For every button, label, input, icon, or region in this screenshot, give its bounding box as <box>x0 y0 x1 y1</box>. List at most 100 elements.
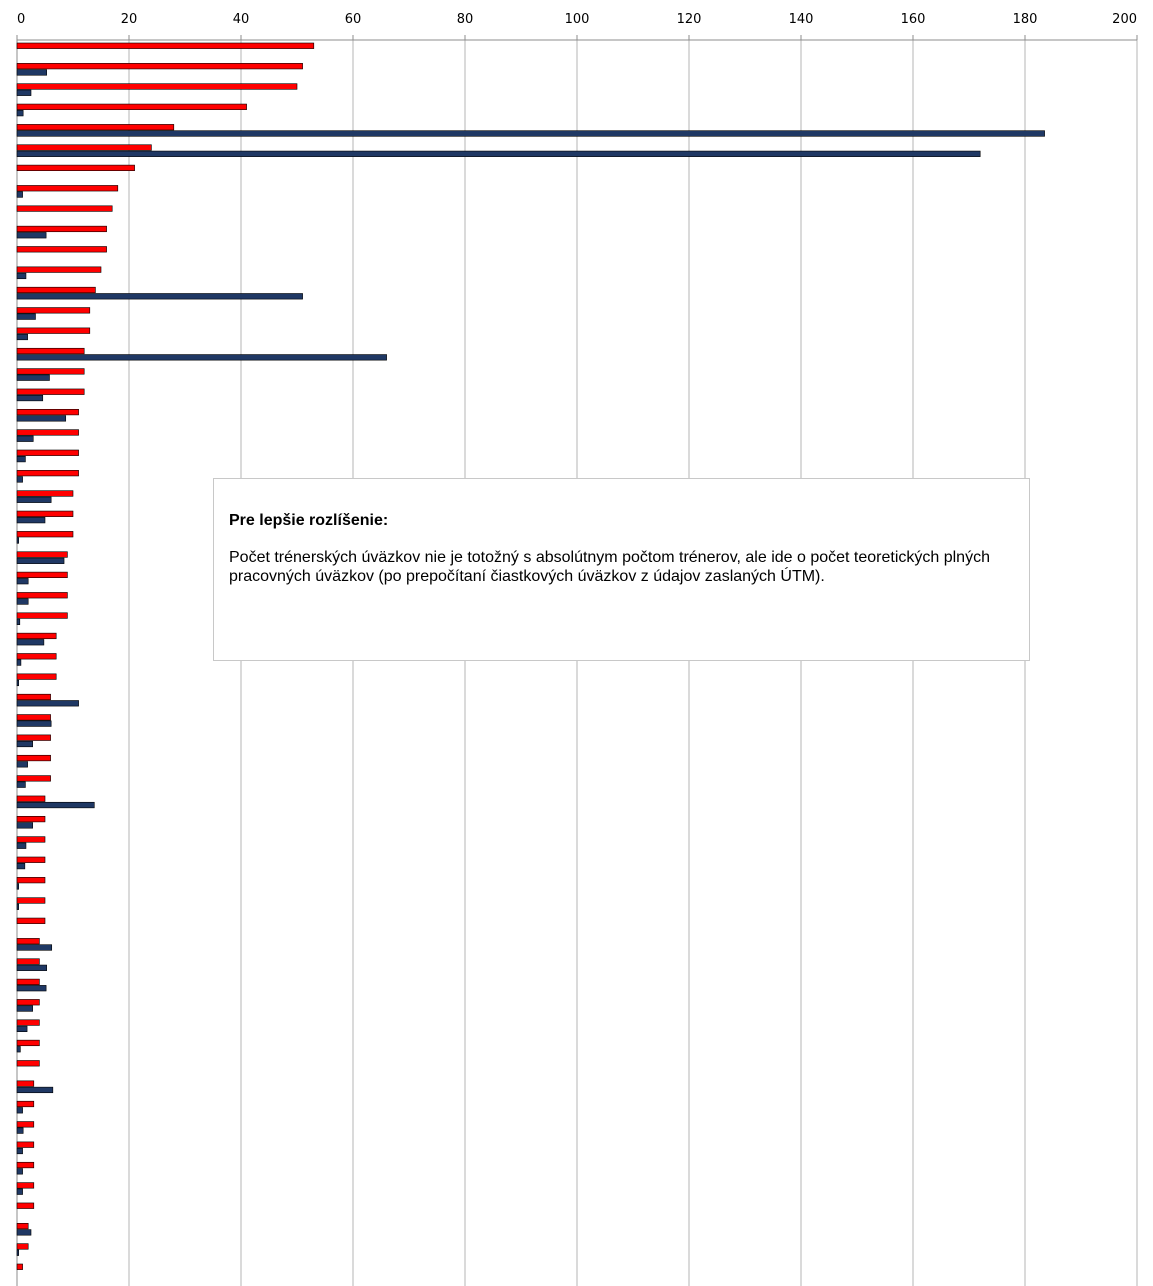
bar-blue <box>16 1086 54 1094</box>
bar-blue <box>16 313 36 320</box>
bar-blue <box>16 394 44 402</box>
bar-red <box>16 815 46 823</box>
bar-blue <box>16 578 29 585</box>
bar-red <box>16 42 315 49</box>
bar-blue <box>16 557 65 564</box>
bar-blue <box>16 1025 28 1032</box>
bar-blue <box>16 679 19 687</box>
bar-blue <box>16 700 79 707</box>
bars <box>16 42 1045 1270</box>
bar-red <box>16 693 51 701</box>
bar-red <box>16 1263 23 1270</box>
bar-red <box>16 1100 35 1108</box>
bar-blue <box>16 374 50 381</box>
bar-red <box>16 103 247 110</box>
bar-red <box>16 1121 35 1128</box>
bar-red <box>16 877 46 884</box>
bar-red <box>16 510 74 517</box>
bar-red <box>16 1161 35 1169</box>
annotation-box: Pre lepšie rozlíšenie: Počet trénerských… <box>213 478 1030 661</box>
bar-blue <box>16 598 29 605</box>
bar-blue <box>16 1107 23 1114</box>
bar-blue <box>16 69 47 76</box>
bar-red <box>16 246 107 253</box>
bar-blue <box>16 150 981 157</box>
annotation-text: Počet trénerských úväzkov nie je totožný… <box>229 549 990 585</box>
bar-red <box>16 347 85 355</box>
bar-blue <box>16 883 19 890</box>
bar-red <box>16 1223 29 1230</box>
bar-blue <box>16 272 27 280</box>
bar-red <box>16 388 85 395</box>
bar-red <box>16 795 46 802</box>
bar-red <box>16 266 102 273</box>
bar-blue <box>16 985 47 992</box>
bar-red <box>16 63 303 70</box>
bar-red <box>16 897 46 904</box>
bar-blue <box>16 130 1045 137</box>
gridlines <box>16 35 1138 1286</box>
bar-blue <box>16 476 23 483</box>
bar-blue <box>16 639 45 646</box>
bar-blue <box>16 293 303 300</box>
bar-red <box>16 714 51 721</box>
bar-blue <box>16 435 34 442</box>
bar-red <box>16 408 79 416</box>
tick-label: 140 <box>789 12 814 27</box>
bar-blue <box>16 333 28 341</box>
bar-red <box>16 164 135 172</box>
bar-blue <box>16 822 33 829</box>
bar-red <box>16 144 152 151</box>
bar-red <box>16 1202 35 1209</box>
bar-blue <box>16 801 95 809</box>
bar-red <box>16 429 79 436</box>
bar-red <box>16 1080 35 1087</box>
bar-blue <box>16 842 27 849</box>
bar-red <box>16 592 68 599</box>
bar-blue <box>16 354 387 361</box>
bar-blue <box>16 1127 24 1134</box>
bar-red <box>16 205 113 212</box>
bar-red <box>16 917 46 924</box>
tick-label: 0 <box>17 12 25 27</box>
annotation-title: Pre lepšie rozlíšenie: <box>229 512 389 529</box>
bar-red <box>16 856 46 863</box>
bar-blue <box>16 232 47 239</box>
bar-red <box>16 307 91 314</box>
bar-red <box>16 999 40 1006</box>
bar-blue <box>16 1046 21 1053</box>
bar-blue <box>16 862 26 870</box>
bar-red <box>16 938 40 945</box>
bar-red <box>16 673 57 680</box>
bar-red <box>16 612 68 619</box>
tick-label: 200 <box>1112 12 1137 27</box>
bar-red <box>16 958 40 965</box>
x-axis-tick-labels: 0 20 40 60 80 100 120 140 160 180 200 <box>17 12 1137 27</box>
bar-red <box>16 1039 40 1047</box>
bar-red <box>16 1060 40 1067</box>
bar-red <box>16 1243 29 1250</box>
bar-red <box>16 286 96 294</box>
bar-red <box>16 836 46 843</box>
bar-blue <box>16 1147 23 1155</box>
bar-blue <box>16 720 52 727</box>
bar-red <box>16 531 74 538</box>
bar-blue <box>16 618 21 625</box>
bar-blue <box>16 415 67 422</box>
bar-blue <box>16 740 33 748</box>
bar-red <box>16 368 85 375</box>
tick-label: 100 <box>565 12 590 27</box>
bar-blue <box>16 537 19 544</box>
tick-label: 80 <box>457 12 474 27</box>
bar-blue <box>16 89 32 96</box>
bar-blue <box>16 1229 32 1236</box>
bar-red <box>16 978 40 985</box>
bar-red <box>16 551 68 558</box>
bar-red <box>16 632 57 640</box>
bar-blue <box>16 659 22 666</box>
bar-blue <box>16 110 24 117</box>
bar-blue <box>16 455 26 463</box>
bar-blue <box>16 964 47 971</box>
tick-label: 120 <box>677 12 702 27</box>
bar-blue <box>16 517 46 524</box>
